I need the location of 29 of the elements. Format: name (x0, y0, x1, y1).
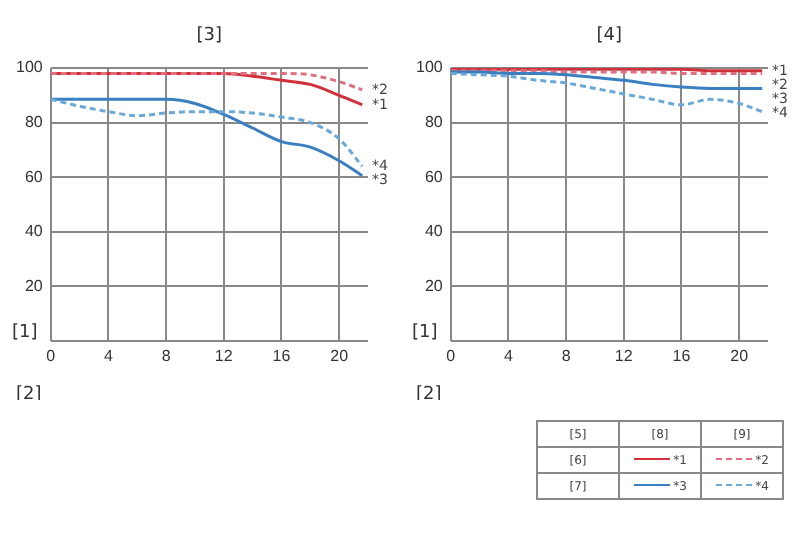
y-axis-title: [1] (412, 322, 438, 343)
y-tick-label: 40 (24, 222, 44, 241)
x-tick-label: 12 (614, 346, 634, 365)
x-tick-label: 8 (561, 346, 572, 365)
y-tick-label: 20 (24, 276, 44, 295)
x-tick-label: 20 (330, 346, 350, 365)
y-tick-label: 20 (424, 276, 444, 295)
x-tick-label: 0 (446, 346, 457, 365)
chart-title: [3] (196, 26, 223, 46)
y-tick-label: 40 (424, 222, 444, 241)
line-series (50, 71, 364, 92)
y-tick-label: 60 (24, 167, 44, 186)
x-tick-label: 4 (103, 346, 114, 365)
y-tick-label: 100 (415, 58, 444, 77)
y-axis-title: [1] (12, 322, 38, 343)
line-series (450, 71, 764, 114)
x-tick-label: 8 (161, 346, 172, 365)
x-tick-label: 20 (730, 346, 750, 365)
x-tick-label: 16 (272, 346, 292, 365)
y-tick-label: 60 (424, 167, 444, 186)
line-series (450, 70, 764, 90)
x-tick-label: 12 (214, 346, 234, 365)
x-tick-label: 0 (46, 346, 57, 365)
y-tick-label: 80 (24, 112, 44, 131)
y-tick-label: 80 (424, 112, 444, 131)
y-tick-label: 100 (15, 58, 44, 77)
x-tick-label: 4 (503, 346, 514, 365)
chart-title: [4] (596, 26, 623, 46)
x-tick-label: 16 (672, 346, 692, 365)
